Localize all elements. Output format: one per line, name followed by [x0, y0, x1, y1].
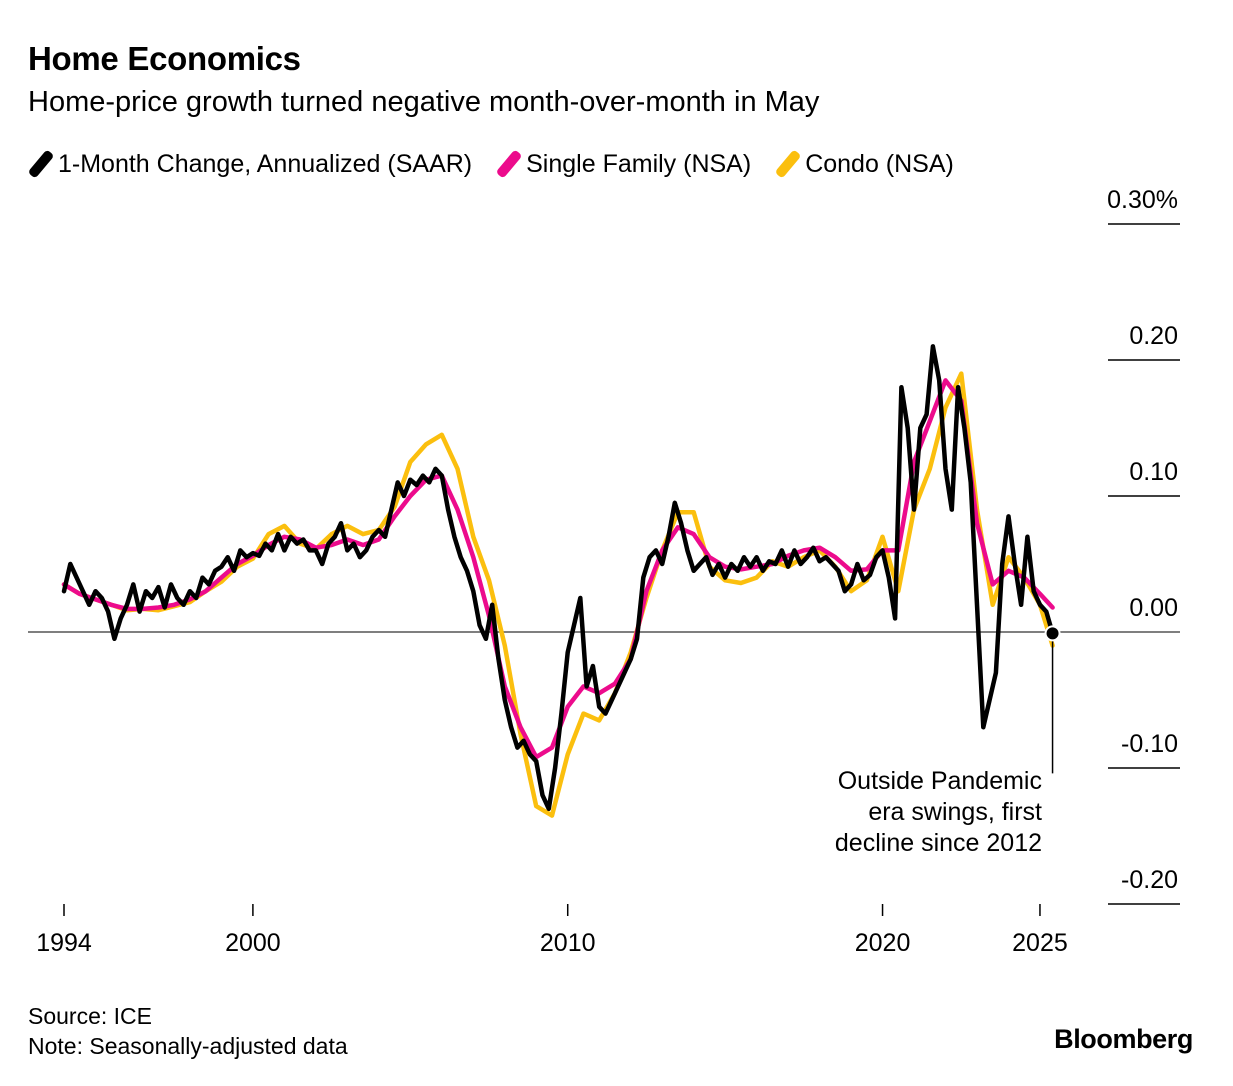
series-line-condo	[61, 371, 1055, 818]
y-tick-label: 0.30%	[1107, 186, 1178, 214]
legend-item-condo: Condo (NSA)	[774, 149, 954, 179]
chart-legend: 1-Month Change, Annualized (SAAR) Single…	[27, 144, 978, 184]
legend-item-single-family: Single Family (NSA)	[495, 149, 752, 179]
x-tick-label: 2025	[1012, 929, 1068, 957]
chart-subtitle: Home-price growth turned negative month-…	[28, 86, 820, 118]
y-tick-label: 0.10	[1129, 458, 1178, 486]
series-line-saar	[61, 344, 1055, 812]
x-tick-label: 2020	[855, 929, 911, 957]
data-note: Note: Seasonally-adjusted data	[28, 1033, 348, 1059]
x-tick-label: 2000	[225, 929, 281, 957]
source-note: Source: ICE	[28, 1003, 152, 1029]
legend-label-condo: Condo (NSA)	[805, 149, 954, 178]
chart-title: Home Economics	[28, 40, 301, 77]
annotation-text-line: Outside Pandemic	[838, 767, 1042, 795]
legend-label-saar: 1-Month Change, Annualized (SAAR)	[58, 149, 473, 178]
bloomberg-logo: Bloomberg	[1054, 1024, 1193, 1054]
annotation-text-line: era swings, first	[868, 798, 1042, 826]
y-tick-label: 0.20	[1129, 322, 1178, 350]
line-chart: 0.30% 0.20 0.10 0.00 -0.10 -0.20 1994 2000 2010 2…	[28, 186, 1180, 957]
x-tick-label: 1994	[36, 929, 92, 957]
latest-value-marker	[1044, 625, 1061, 642]
legend-item-saar: 1-Month Change, Annualized (SAAR)	[27, 149, 473, 179]
y-tick-label: -0.20	[1121, 866, 1178, 894]
legend-label-single-family: Single Family (NSA)	[526, 149, 752, 178]
y-tick-label: -0.10	[1121, 730, 1178, 758]
y-tick-label: 0.00	[1129, 594, 1178, 622]
x-tick-label: 2010	[540, 929, 596, 957]
annotation-text-line: decline since 2012	[835, 829, 1042, 857]
